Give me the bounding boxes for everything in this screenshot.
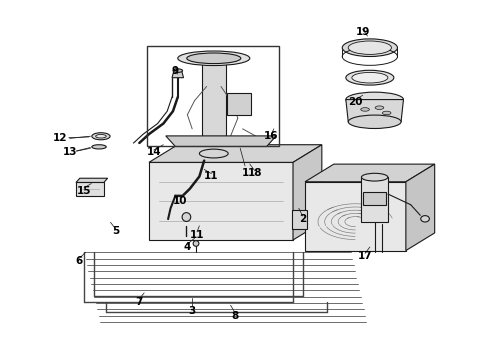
Text: 19: 19 [355,27,370,37]
Ellipse shape [382,111,391,115]
Ellipse shape [187,53,241,64]
Text: 14: 14 [147,147,161,157]
Ellipse shape [352,72,388,83]
Text: 15: 15 [77,186,91,195]
Text: 13: 13 [63,148,77,157]
Ellipse shape [421,216,429,222]
Polygon shape [202,58,226,136]
Ellipse shape [348,41,392,54]
Bar [147,46,279,147]
Ellipse shape [173,69,183,72]
Polygon shape [166,136,276,147]
Polygon shape [76,183,104,196]
Text: 9: 9 [172,66,179,76]
Polygon shape [361,177,388,222]
Polygon shape [305,164,435,182]
Polygon shape [76,178,108,183]
Text: 4: 4 [184,242,191,252]
Text: 11: 11 [204,171,219,181]
Text: 18: 18 [247,168,262,178]
Ellipse shape [96,135,106,138]
Text: 7: 7 [136,297,143,307]
Polygon shape [149,162,293,240]
Polygon shape [172,71,184,78]
Polygon shape [292,210,307,229]
Text: 2: 2 [299,214,306,224]
Ellipse shape [178,51,250,66]
Ellipse shape [346,92,403,107]
Ellipse shape [361,108,369,111]
Polygon shape [149,145,322,162]
Text: 17: 17 [358,251,372,261]
Text: 5: 5 [112,226,119,236]
FancyBboxPatch shape [363,192,386,206]
Ellipse shape [92,145,106,149]
Polygon shape [305,182,406,251]
Ellipse shape [362,173,388,181]
Ellipse shape [92,133,110,140]
Text: 3: 3 [189,306,196,315]
Ellipse shape [182,213,191,221]
Ellipse shape [348,115,401,129]
Ellipse shape [375,106,384,109]
Text: 11: 11 [190,230,204,240]
Text: 1: 1 [242,168,248,178]
Text: 6: 6 [76,256,83,266]
Text: 8: 8 [232,311,239,321]
Text: 16: 16 [264,131,279,141]
FancyBboxPatch shape [227,93,251,116]
Text: 12: 12 [53,133,67,143]
Polygon shape [293,145,322,240]
Ellipse shape [193,241,199,246]
Ellipse shape [342,39,397,57]
Text: 20: 20 [348,98,363,107]
Ellipse shape [346,70,394,85]
Polygon shape [346,100,403,122]
Polygon shape [406,164,435,251]
Ellipse shape [199,149,228,158]
Text: 10: 10 [173,196,187,206]
